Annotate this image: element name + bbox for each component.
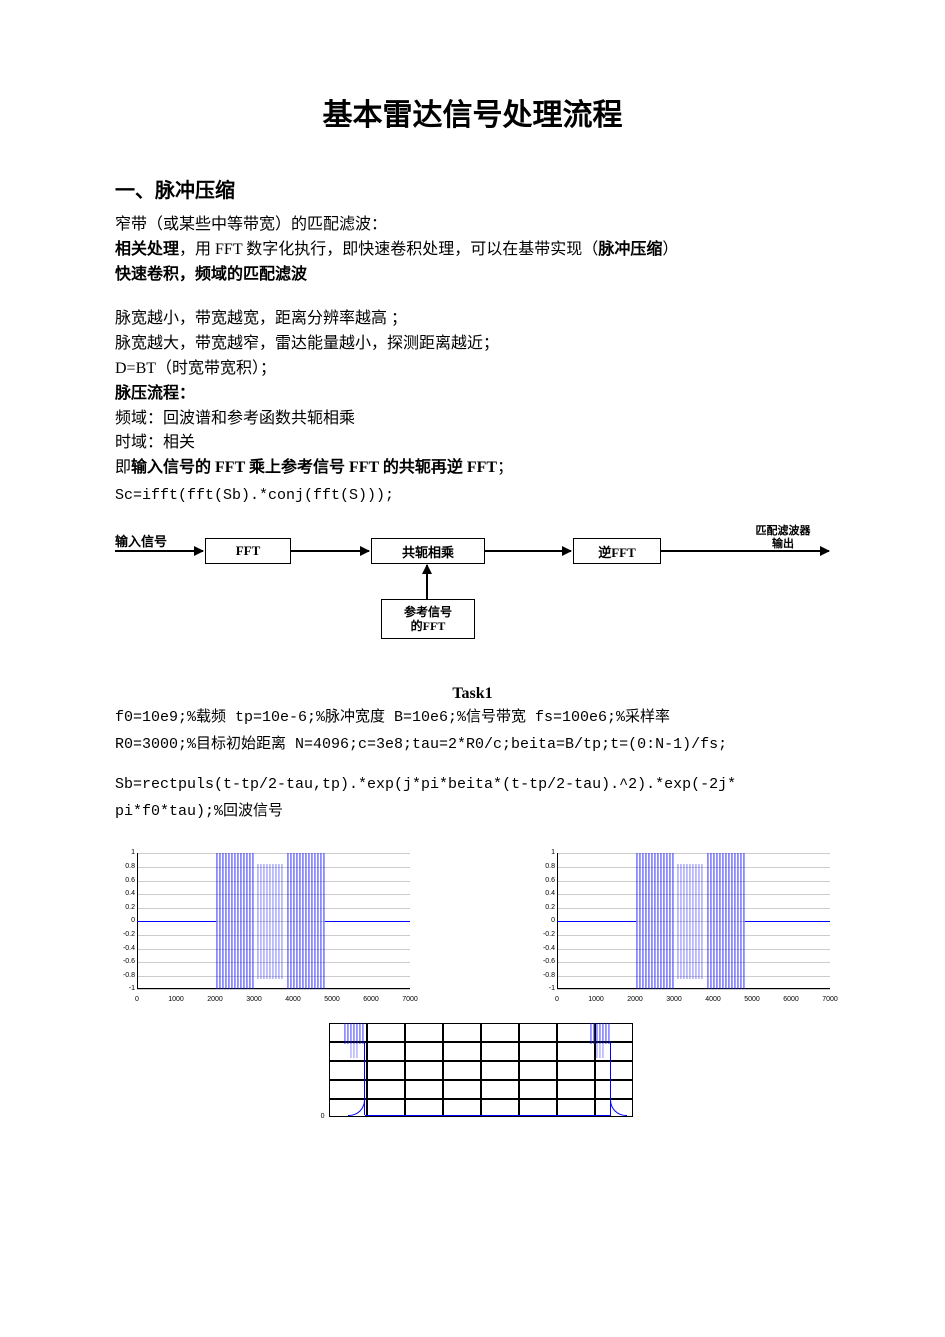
axis-tick-label: 5000 <box>744 996 760 1003</box>
text: ，用 FFT 数字化执行，即快速卷积处理，可以在基带实现（ <box>179 241 598 258</box>
axis-tick-label: -0.8 <box>105 972 135 979</box>
text-line: 即输入信号的 FFT 乘上参考信号 FFT 的共轭再逆 FFT； <box>115 456 830 481</box>
paragraph: 窄带（或某些中等带宽）的匹配滤波： 相关处理，用 FFT 数字化执行，即快速卷积… <box>115 213 830 287</box>
text-line: 时域：相关 <box>115 431 830 456</box>
text: 的FFT <box>411 619 446 633</box>
axis-tick-label: 1 <box>105 849 135 856</box>
flow-arrow <box>291 550 369 552</box>
axis-tick-label: 3000 <box>666 996 682 1003</box>
axis-tick-label: -0.6 <box>105 958 135 965</box>
flow-box-fft: FFT <box>205 538 291 564</box>
text-line: 相关处理，用 FFT 数字化执行，即快速卷积处理，可以在基带实现（脉冲压缩） <box>115 238 830 263</box>
axis-tick-label: -0.8 <box>525 972 555 979</box>
axis-tick-label: 7000 <box>402 996 418 1003</box>
code-line: f0=10e9;%载频 tp=10e-6;%脉冲宽度 B=10e6;%信号带宽 … <box>115 707 830 730</box>
axis-tick-label: 0 <box>555 996 559 1003</box>
flow-input-label: 输入信号 <box>115 535 167 549</box>
axis-tick-label: 0.2 <box>105 904 135 911</box>
axis-tick-label: 0 <box>525 917 555 924</box>
flow-arrow <box>485 550 571 552</box>
text-line: 窄带（或某些中等带宽）的匹配滤波： <box>115 213 830 238</box>
bold-text: 相关处理 <box>115 241 179 258</box>
code-line: R0=3000;%目标初始距离 N=4096;c=3e8;tau=2*R0/c;… <box>115 734 830 757</box>
signal-plot: -1-0.8-0.6-0.4-0.200.20.40.60.8101000200… <box>525 853 830 1003</box>
text: ； <box>497 459 513 476</box>
text: 输出 <box>772 538 794 550</box>
axis-tick-label: 0.4 <box>105 890 135 897</box>
axis-tick-label: 4000 <box>705 996 721 1003</box>
text: 即 <box>115 459 131 476</box>
bold-text-line: 快速卷积，频域的匹配滤波 <box>115 263 830 288</box>
axis-tick-label: 1000 <box>588 996 604 1003</box>
paragraph: 脉宽越小，带宽越宽，距离分辨率越高 ； 脉宽越大，带宽越窄，雷达能量越小，探测距… <box>115 307 830 481</box>
flow-arrow <box>115 550 203 552</box>
section-heading: 一、脉冲压缩 <box>115 174 830 203</box>
flow-arrow-up <box>426 565 428 599</box>
text-line: 频域：回波谱和参考函数共轭相乘 <box>115 407 830 432</box>
text: 匹配滤波器 <box>756 525 811 537</box>
axis-tick-label: 0.2 <box>525 904 555 911</box>
axis-tick-label: -0.4 <box>105 945 135 952</box>
flow-box-conj-mul: 共轭相乘 <box>371 538 485 564</box>
spectrum-plot: 0 <box>313 1023 633 1131</box>
axis-tick-label: -1 <box>105 985 135 992</box>
code-line: Sb=rectpuls(t-tp/2-tau,tp).*exp(j*pi*bei… <box>115 774 830 797</box>
bold-text: 脉冲压缩 <box>598 241 662 258</box>
bold-text-line: 脉压流程： <box>115 382 830 407</box>
code-line: pi*f0*tau);%回波信号 <box>115 801 830 824</box>
axis-tick-label: 0.4 <box>525 890 555 897</box>
flowchart-diagram: 输入信号 FFT 共轭相乘 逆FFT 匹配滤波器 输出 参考信号 的FFT <box>115 525 830 645</box>
axis-tick-label: 7000 <box>822 996 838 1003</box>
flow-arrow <box>661 550 829 552</box>
text-line: 脉宽越大，带宽越窄，雷达能量越小，探测距离越近； <box>115 332 830 357</box>
axis-tick-label: 3000 <box>246 996 262 1003</box>
flow-output-label: 匹配滤波器 输出 <box>739 525 827 549</box>
axis-tick-label: -0.4 <box>525 945 555 952</box>
text-line: D=BT（时宽带宽积）； <box>115 357 830 382</box>
axis-tick-label: 0 <box>313 1113 325 1120</box>
text: ） <box>662 241 678 258</box>
axis-tick-label: 0.6 <box>105 877 135 884</box>
axis-tick-label: 6000 <box>363 996 379 1003</box>
axis-tick-label: 2000 <box>207 996 223 1003</box>
flow-box-ifft: 逆FFT <box>573 538 661 564</box>
code-line: Sc=ifft(fft(Sb).*conj(fft(S))); <box>115 485 830 508</box>
axis-tick-label: 1 <box>525 849 555 856</box>
axis-tick-label: -0.2 <box>525 931 555 938</box>
axis-tick-label: 6000 <box>783 996 799 1003</box>
axis-tick-label: 2000 <box>627 996 643 1003</box>
axis-tick-label: -0.2 <box>105 931 135 938</box>
axis-tick-label: 0.8 <box>525 863 555 870</box>
axis-tick-label: 0.6 <box>525 877 555 884</box>
page-title: 基本雷达信号处理流程 <box>115 90 830 134</box>
axis-tick-label: 0 <box>105 917 135 924</box>
text: 参考信号 <box>404 605 452 619</box>
text-line: 脉宽越小，带宽越宽，距离分辨率越高 ； <box>115 307 830 332</box>
bold-text: 输入信号的 FFT 乘上参考信号 FFT 的共轭再逆 FFT <box>131 459 497 476</box>
axis-tick-label: 0.8 <box>105 863 135 870</box>
axis-tick-label: 5000 <box>324 996 340 1003</box>
axis-tick-label: -0.6 <box>525 958 555 965</box>
axis-tick-label: 4000 <box>285 996 301 1003</box>
flow-box-ref-fft: 参考信号 的FFT <box>381 599 475 639</box>
axis-tick-label: -1 <box>525 985 555 992</box>
task-heading: Task1 <box>115 685 830 703</box>
plot-row: -1-0.8-0.6-0.4-0.200.20.40.60.8101000200… <box>105 853 830 1003</box>
axis-tick-label: 1000 <box>168 996 184 1003</box>
signal-plot: -1-0.8-0.6-0.4-0.200.20.40.60.8101000200… <box>105 853 410 1003</box>
axis-tick-label: 0 <box>135 996 139 1003</box>
